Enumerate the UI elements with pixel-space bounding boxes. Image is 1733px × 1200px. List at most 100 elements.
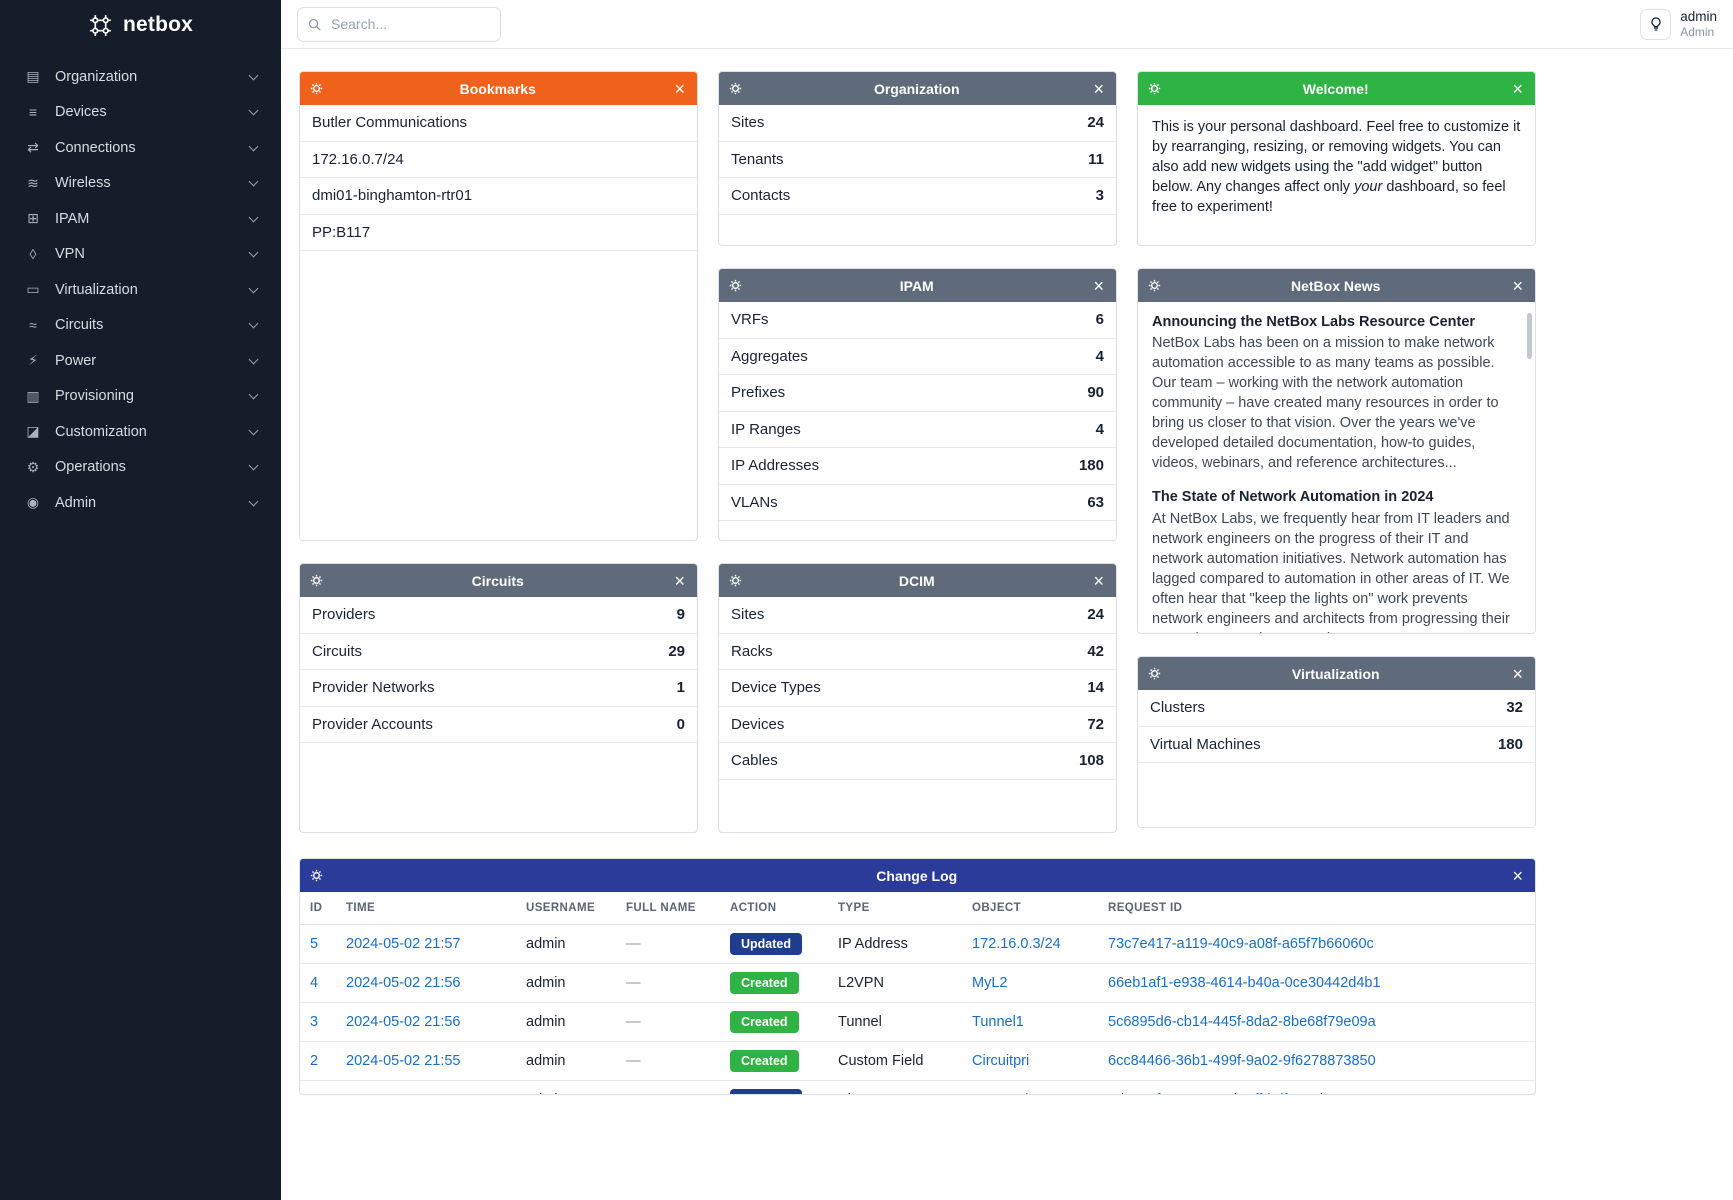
bookmark-item[interactable]: 172.16.0.7/24	[300, 142, 697, 178]
users-icon: ◉	[26, 494, 40, 511]
widget-header: Change Log ×	[300, 859, 1535, 892]
sidebar-item-label: Customization	[55, 423, 147, 440]
changelog-id-link[interactable]: 3	[300, 1002, 336, 1042]
close-icon[interactable]: ×	[1512, 78, 1523, 99]
stat-value: 3	[1095, 187, 1104, 205]
changelog-request-id-link[interactable]: 5c6895d6-cb14-445f-8da2-8be68f79e09a	[1098, 1002, 1535, 1042]
plug-icon: ⇄	[27, 139, 39, 156]
changelog-column-header: USERNAME	[516, 892, 616, 925]
changelog-fullname: —	[616, 963, 720, 1003]
gear-icon[interactable]	[310, 82, 323, 95]
close-icon[interactable]: ×	[1093, 570, 1104, 591]
bookmark-item[interactable]: dmi01-binghamton-rtr01	[300, 178, 697, 215]
gear-icon[interactable]	[1148, 667, 1161, 680]
action-badge: Created	[730, 972, 799, 994]
sidebar-item-operations[interactable]: ⚙ Operations	[0, 450, 281, 486]
sidebar-item-customization[interactable]: ◪ Customization	[0, 414, 281, 450]
dcim-stats: Sites 24 Racks 42 Device Types 14 Devices 72 Cab…	[719, 597, 1116, 780]
user-avatar-button[interactable]	[1640, 8, 1672, 40]
netbox-logo[interactable]: netbox	[0, 0, 281, 50]
sidebar-item-ipam[interactable]: ⊞ IPAM	[0, 201, 281, 237]
changelog-request-id-link[interactable]: 6cc84466-36b1-499f-9a02-9f6278873850	[1098, 1041, 1535, 1081]
sidebar-item-admin[interactable]: ◉ Admin	[0, 485, 281, 521]
changelog-row: 4 2024-05-02 21:56 admin — Created L2VPN MyL2 6…	[300, 963, 1535, 1003]
stat-row: Provider Networks 1	[300, 670, 697, 707]
changelog-action-cell: Created	[720, 1041, 828, 1081]
changelog-time-link[interactable]: 2024-05-02 21:57	[336, 924, 516, 964]
search-input[interactable]	[297, 6, 501, 42]
close-icon[interactable]: ×	[1093, 275, 1104, 296]
close-icon[interactable]: ×	[674, 570, 685, 591]
sidebar-item-vpn[interactable]: ◊ VPN	[0, 237, 281, 273]
stat-value: 90	[1087, 384, 1104, 402]
gear-icon[interactable]	[1148, 279, 1161, 292]
sidebar-item-virtualization[interactable]: ▭ Virtualization	[0, 272, 281, 308]
user-menu[interactable]: admin Admin	[1640, 8, 1717, 40]
widget-organization: Organization × Sites 24 Tenants 11 Contacts 3	[718, 71, 1117, 246]
close-icon[interactable]: ×	[674, 78, 685, 99]
stat-row: Devices 72	[719, 707, 1116, 743]
chevron-down-icon	[248, 176, 259, 187]
gear-icon[interactable]	[729, 574, 742, 587]
changelog-fullname: —	[616, 924, 720, 964]
news-scrollbar[interactable]	[1527, 313, 1532, 359]
changelog-time-link[interactable]: 2024-05-02 21:55	[336, 1041, 516, 1081]
changelog-object-link[interactable]: 172.16.0.3/24	[962, 924, 1098, 964]
ipam-stats: VRFs 6 Aggregates 4 Prefixes 90 IP Ranges 4 IP A…	[719, 302, 1116, 521]
changelog-object-link[interactable]: DM-Nashua	[962, 1080, 1098, 1094]
stat-label: Circuits	[312, 642, 363, 660]
news-article-title[interactable]: Announcing the NetBox Labs Resource Cent…	[1152, 314, 1476, 330]
changelog-request-id-link[interactable]: 73c7e417-a119-40c9-a08f-a65f7b66060c	[1098, 924, 1535, 964]
widget-bookmarks: Bookmarks × Butler Communications 172.16.…	[299, 71, 698, 541]
main-area: admin Admin Bookmarks × Butler Communica…	[281, 0, 1733, 1200]
user-info: admin Admin	[1680, 9, 1717, 39]
sidebar-item-label: VPN	[55, 246, 85, 263]
sidebar-item-organization[interactable]: ▤ Organization	[0, 59, 281, 95]
changelog-time-link[interactable]: 2024-05-02 21:56	[336, 963, 516, 1003]
circuits-icon: ≈	[29, 317, 37, 334]
stat-value: 0	[676, 715, 685, 733]
stat-row: Providers 9	[300, 597, 697, 634]
gear-icon[interactable]	[729, 82, 742, 95]
sidebar-item-provisioning[interactable]: ▥ Provisioning	[0, 379, 281, 415]
sidebar-item-label: Virtualization	[55, 281, 138, 298]
user-name: admin	[1680, 8, 1717, 24]
changelog-column-header: FULL NAME	[616, 892, 720, 925]
changelog-time-link[interactable]: 2024-05-02 21:56	[336, 1002, 516, 1042]
changelog-object-link[interactable]: Tunnel1	[962, 1002, 1098, 1042]
close-icon[interactable]: ×	[1512, 275, 1523, 296]
stat-value: 180	[1078, 457, 1104, 475]
gear-icon[interactable]	[310, 574, 323, 587]
news-article-title[interactable]: The State of Network Automation in 2024	[1152, 489, 1434, 506]
close-icon[interactable]: ×	[1093, 78, 1104, 99]
bookmark-item[interactable]: Butler Communications	[300, 105, 697, 142]
widget-dcim: DCIM × Sites 24 Racks 42 Device Types 14 Devic…	[718, 563, 1117, 833]
sidebar-item-connections[interactable]: ⇄ Connections	[0, 130, 281, 166]
changelog-id-link[interactable]: 2	[300, 1041, 336, 1081]
changelog-object-link[interactable]: MyL2	[962, 963, 1098, 1003]
sidebar-menu: ▤ Organization ≡ Devices ⇄ Connections ≋ Wirele…	[0, 50, 281, 530]
close-icon[interactable]: ×	[1512, 865, 1523, 886]
sidebar-item-power[interactable]: ⚡ Power	[0, 343, 281, 379]
changelog-object-link[interactable]: Circuitpri	[962, 1041, 1098, 1081]
changelog-username: admin	[516, 924, 616, 964]
changelog-request-id-link[interactable]: 7d7566f0-7070-4c1b-8ffd-df6e07b9c5a4	[1098, 1080, 1535, 1094]
sidebar-item-devices[interactable]: ≡ Devices	[0, 95, 281, 131]
changelog-request-id-link[interactable]: 66eb1af1-e938-4614-b40a-0ce30442d4b1	[1098, 963, 1535, 1003]
bookmark-item[interactable]: PP:B117	[300, 215, 697, 251]
sidebar-item-circuits[interactable]: ≈ Circuits	[0, 308, 281, 344]
changelog-id-link[interactable]: 1	[300, 1080, 336, 1094]
changelog-header-row: ID TIME USERNAME FULL NAME ACTION TYPE OBJECT R…	[300, 892, 1535, 925]
changelog-id-link[interactable]: 4	[300, 963, 336, 1003]
changelog-time-link[interactable]: 2024-05-02 21:54	[336, 1080, 516, 1094]
close-icon[interactable]: ×	[1512, 663, 1523, 684]
gear-icon[interactable]	[310, 869, 323, 882]
sidebar-item-wireless[interactable]: ≋ Wireless	[0, 166, 281, 202]
gear-icon[interactable]	[729, 279, 742, 292]
changelog-column-header: ACTION	[720, 892, 828, 925]
changelog-id-link[interactable]: 5	[300, 924, 336, 964]
widget-title: DCIM	[898, 572, 935, 589]
gear-icon[interactable]	[1148, 82, 1161, 95]
stat-row: Contacts 3	[719, 178, 1116, 215]
stat-label: Virtual Machines	[1150, 735, 1261, 753]
